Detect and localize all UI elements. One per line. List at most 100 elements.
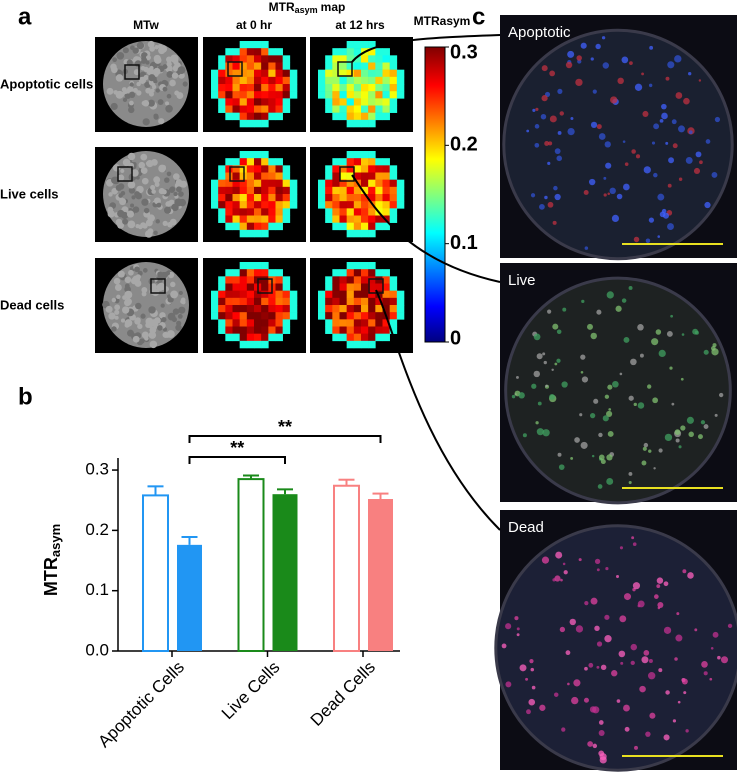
map-pixel: [239, 283, 248, 291]
map-pixel: [282, 326, 291, 334]
map-pixel: [361, 186, 369, 195]
texture: [132, 47, 139, 54]
map-pixel: [246, 172, 255, 180]
cell-dot: [642, 446, 647, 451]
map-pixel: [346, 269, 355, 277]
cell-dot: [649, 45, 654, 50]
bar: [272, 494, 298, 651]
cell-dot: [612, 380, 619, 388]
map-pixel: [361, 229, 369, 238]
cell-dot: [683, 691, 687, 695]
map-pixel: [246, 229, 255, 238]
cell-dot: [574, 437, 580, 443]
map-pixel: [218, 91, 226, 99]
cell-dot: [557, 88, 563, 94]
map-pixel: [375, 55, 383, 63]
map-pixel: [339, 276, 347, 284]
texture: [178, 191, 184, 197]
map-pixel: [361, 194, 369, 202]
map-pixel: [232, 297, 240, 306]
cell-dot: [600, 664, 607, 671]
cell-dot: [605, 162, 612, 169]
map-pixel: [282, 201, 291, 209]
map-pixel: [361, 105, 369, 113]
map-pixel: [318, 297, 326, 306]
cell-dot: [624, 726, 630, 732]
texture: [157, 99, 164, 105]
map-pixel: [261, 179, 269, 188]
map-pixel: [332, 215, 340, 223]
map-pixel: [368, 172, 376, 180]
colorbar-label: MTRasym: [414, 14, 471, 28]
map-pixel: [346, 326, 355, 334]
x-tick-label: Dead Cells: [307, 658, 379, 730]
map-pixel: [225, 215, 233, 223]
cell-dot: [639, 685, 646, 693]
map-pixel: [353, 340, 362, 349]
texture: [163, 286, 169, 292]
map-pixel: [353, 283, 362, 291]
map-pixel: [325, 194, 333, 202]
cell-dot: [590, 412, 596, 419]
map-pixel: [211, 84, 219, 92]
map-pixel: [225, 91, 233, 99]
map-pixel: [382, 69, 390, 78]
map-pixel: [282, 208, 291, 216]
map-pixel: [211, 186, 219, 195]
map-pixel: [282, 165, 291, 173]
cell-dot: [603, 193, 607, 197]
cell-dot: [531, 383, 537, 389]
map-pixel: [382, 201, 390, 209]
map-pixel: [261, 41, 269, 49]
map-pixel: [261, 201, 269, 209]
cell-dot: [549, 70, 556, 77]
cell-dot: [703, 349, 709, 355]
cell-dot: [661, 112, 668, 120]
map-pixel: [375, 76, 383, 85]
map-pixel: [232, 305, 240, 313]
map-pixel: [254, 222, 262, 231]
cell-dot: [634, 83, 643, 91]
cell-dot: [528, 698, 536, 706]
cell-dot: [637, 600, 645, 608]
cell-dot: [571, 696, 579, 705]
map-pixel: [261, 194, 269, 202]
texture: [114, 309, 120, 315]
map-pixel: [318, 290, 326, 299]
map-pixel: [218, 290, 226, 299]
map-pixel: [325, 91, 333, 99]
cell-dot: [561, 381, 568, 388]
map-pixel: [339, 194, 347, 202]
cell-dot: [567, 127, 575, 136]
map-pixel: [332, 297, 340, 306]
cell-dot: [594, 625, 600, 632]
texture: [166, 71, 174, 78]
map-pixel: [275, 55, 283, 63]
cell-dot: [530, 193, 536, 198]
map-pixel: [375, 222, 383, 231]
cell-dot: [554, 575, 561, 582]
cell-dot: [529, 659, 534, 664]
map-pixel: [246, 262, 255, 270]
texture: [161, 189, 167, 195]
map-pixel: [225, 319, 233, 327]
cell-dot: [539, 704, 546, 711]
map-pixel: [239, 194, 248, 202]
map-pixel: [325, 98, 333, 106]
map-pixel: [232, 84, 240, 92]
cell-dot: [710, 646, 714, 650]
texture: [138, 76, 147, 84]
map-pixel: [282, 297, 291, 306]
map-pixel: [382, 179, 390, 188]
map-pixel: [368, 48, 376, 56]
cell-dot: [598, 750, 605, 757]
map-pixel: [246, 326, 255, 334]
map-pixel: [239, 269, 248, 277]
cell-dot: [655, 329, 662, 335]
map-pixel: [268, 98, 276, 106]
cell-dot: [598, 432, 603, 438]
map-pixel: [368, 55, 376, 63]
cell-dot: [563, 570, 568, 575]
cell-dot: [623, 183, 630, 191]
